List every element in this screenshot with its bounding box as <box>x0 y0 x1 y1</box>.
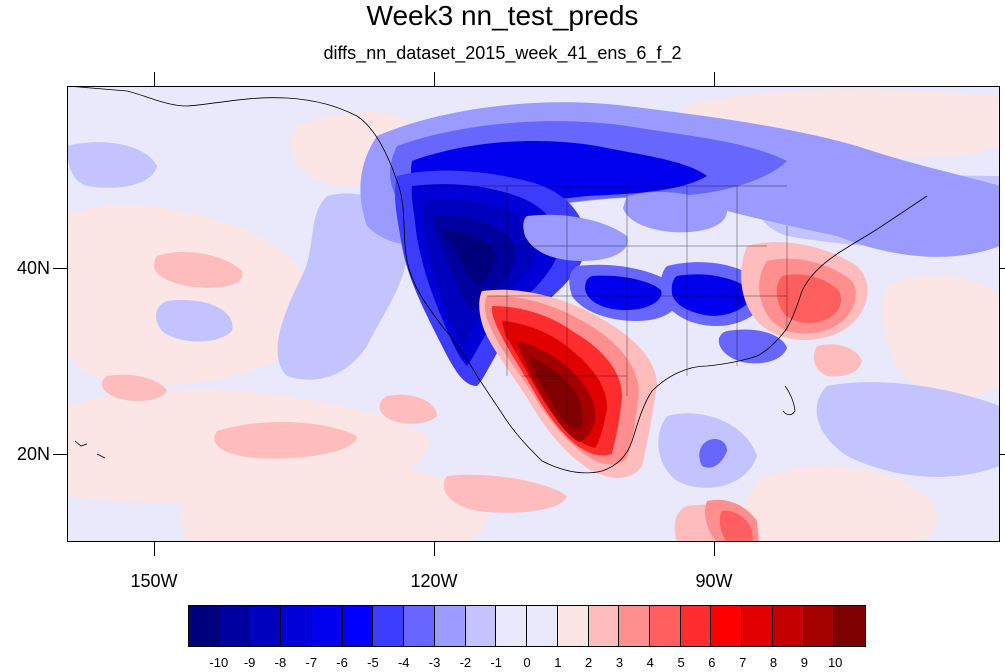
colorbar-label: 6 <box>708 655 716 670</box>
colorbar-swatch <box>742 606 773 646</box>
colorbar-label: -4 <box>397 655 410 670</box>
lon-label-120w: 120W <box>410 571 458 591</box>
left-tick-40n <box>53 268 67 269</box>
colorbar-label: -6 <box>336 655 348 670</box>
colorbar-label: 10 <box>827 655 843 670</box>
colorbar-swatch <box>465 606 497 646</box>
top-tick-120w <box>434 72 435 86</box>
colorbar-swatch <box>281 606 312 646</box>
bottom-tick-150w <box>154 542 155 556</box>
colorbar-label: -9 <box>243 655 256 670</box>
colorbar-swatch <box>680 606 712 646</box>
colorbar-label: -1 <box>490 655 502 670</box>
lon-label-150w: 150W <box>130 571 178 591</box>
colorbar-swatch <box>189 606 220 646</box>
map-panel <box>67 86 1000 542</box>
colorbar-swatch <box>650 606 681 646</box>
colorbar-swatch <box>342 606 374 646</box>
colorbar-swatch <box>373 606 405 646</box>
bottom-tick-90w <box>714 542 715 556</box>
colorbar-label: -2 <box>459 655 472 670</box>
colorbar-label: 7 <box>739 655 747 670</box>
colorbar-label: -7 <box>305 655 318 670</box>
colorbar-swatch <box>404 606 435 646</box>
colorbar-label: 2 <box>585 655 593 670</box>
colorbar-swatch <box>250 606 282 646</box>
colorbar-swatch <box>527 606 558 646</box>
colorbar-swatch <box>557 606 589 646</box>
colorbar-swatch <box>588 606 620 646</box>
colorbar-label: 4 <box>646 655 654 670</box>
southwest-mexico-red <box>479 289 657 478</box>
colorbar-label: -3 <box>428 655 441 670</box>
right-tick-20n <box>1000 454 1005 455</box>
bottom-tick-120w <box>434 542 435 556</box>
colorbar-label: -10 <box>209 655 229 670</box>
top-tick-150w <box>154 72 155 86</box>
lon-label-90w: 90W <box>695 571 733 591</box>
colorbar-label: 0 <box>523 655 531 670</box>
state-borders <box>422 185 788 416</box>
top-tick-90w <box>714 72 715 86</box>
colorbar-label: 3 <box>615 655 624 670</box>
colorbar-swatch <box>772 606 804 646</box>
colorbar-label: -8 <box>274 655 287 670</box>
colorbar-label: 5 <box>677 655 685 670</box>
right-tick-40n <box>1000 268 1005 269</box>
colorbar <box>188 605 866 647</box>
colorbar-label: 8 <box>769 655 778 670</box>
colorbar-swatch <box>311 606 343 646</box>
lat-label-40n: 40N <box>16 258 50 278</box>
plot-title: Week3 nn_test_preds <box>366 0 639 31</box>
plot-subtitle: diffs_nn_dataset_2015_week_41_ens_6_f_2 <box>323 43 682 63</box>
left-tick-20n <box>53 454 67 455</box>
colorbar-swatch <box>496 606 528 646</box>
colorbar-swatch <box>711 606 743 646</box>
appalachian-red <box>741 242 868 377</box>
anomaly-map <box>67 86 1000 542</box>
colorbar-swatch <box>803 606 835 646</box>
colorbar-label: -5 <box>367 655 379 670</box>
colorbar-swatch <box>434 606 466 646</box>
central-us-blue <box>523 191 787 468</box>
coastlines <box>67 86 928 474</box>
colorbar-swatch <box>619 606 651 646</box>
colorbar-swatch <box>834 606 866 646</box>
caribbean-red <box>705 499 759 542</box>
colorbar-swatch <box>219 606 251 646</box>
colorbar-label: 9 <box>800 655 808 670</box>
colorbar-label: 1 <box>554 655 562 670</box>
lat-label-20n: 20N <box>16 444 50 464</box>
